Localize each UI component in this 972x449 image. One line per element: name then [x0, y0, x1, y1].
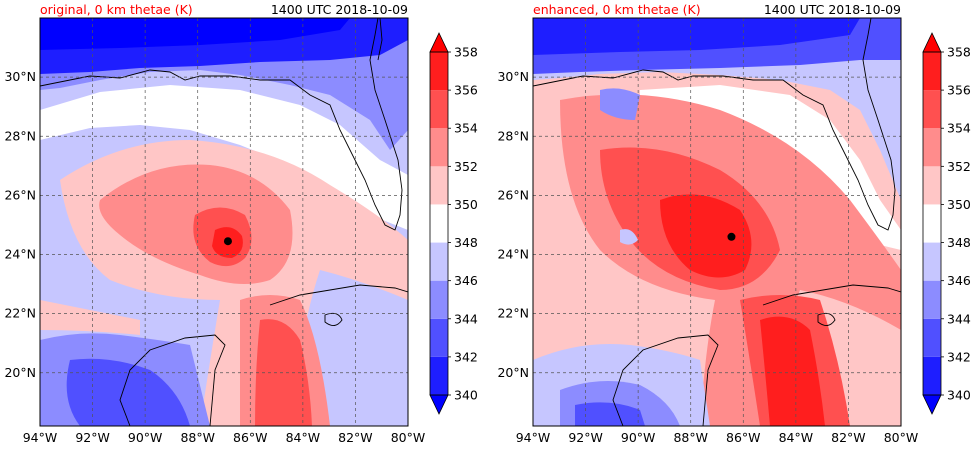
x-tick-label: 88°W	[180, 430, 215, 445]
colorbar-segment	[923, 52, 941, 91]
y-tick-label: 30°N	[4, 69, 36, 84]
x-tick-label: 84°W	[286, 430, 321, 445]
coastline	[533, 18, 901, 426]
gridlines	[533, 18, 901, 426]
x-tick-label: 80°W	[884, 430, 919, 445]
map-frame	[532, 17, 902, 427]
colorbar-label: 346	[947, 273, 971, 288]
colorbar-label: 340	[947, 388, 971, 403]
y-tick-label: 20°N	[497, 365, 529, 380]
y-tick-label: 26°N	[4, 187, 36, 202]
y-tick-label: 24°N	[497, 247, 529, 262]
colorbar-label: 348	[947, 235, 971, 250]
x-tick-label: 80°W	[391, 430, 426, 445]
x-tick-labels: 94°W 92°W 90°W 88°W 86°W 84°W 82°W 80°W	[516, 430, 919, 445]
y-tick-labels: 20°N 22°N 24°N 26°N 28°N 30°N	[4, 69, 36, 380]
colorbar-segment	[430, 356, 448, 395]
colorbar-label: 350	[454, 197, 478, 212]
colorbar-label: 350	[947, 197, 971, 212]
colorbar-segment	[923, 356, 941, 395]
colorbar-extend-max	[429, 32, 449, 53]
colorbar-label: 356	[454, 83, 478, 98]
y-tick-label: 26°N	[497, 187, 529, 202]
map-frame	[39, 17, 409, 427]
y-tick-label: 24°N	[4, 247, 36, 262]
panel-title-left: enhanced, 0 km thetae (K)	[533, 2, 701, 17]
x-tick-label: 82°W	[338, 430, 373, 445]
panel-enhanced: enhanced, 0 km thetae (K) 1400 UTC 2018-…	[497, 2, 970, 445]
x-tick-label: 90°W	[128, 430, 163, 445]
colorbar-segment	[430, 280, 448, 319]
colorbar-label: 342	[454, 349, 478, 364]
colorbar-label: 358	[947, 45, 971, 60]
y-tick-labels: 20°N 22°N 24°N 26°N 28°N 30°N	[497, 69, 529, 380]
y-tick-label: 28°N	[497, 128, 529, 143]
colorbar-extend-max	[922, 32, 942, 53]
colorbar-segment	[923, 242, 941, 281]
x-tick-label: 84°W	[779, 430, 814, 445]
x-tick-label: 94°W	[516, 430, 551, 445]
colorbar-extend-min	[922, 394, 942, 415]
colorbar-label: 348	[454, 235, 478, 250]
colorbar-segment	[430, 204, 448, 243]
colorbar-label: 356	[947, 83, 971, 98]
colorbar-label: 340	[454, 388, 478, 403]
colorbar-segment	[430, 318, 448, 357]
gridlines	[40, 18, 408, 426]
colorbar-segment	[923, 166, 941, 205]
x-tick-label: 88°W	[673, 430, 708, 445]
x-tick-label: 86°W	[726, 430, 761, 445]
x-tick-label: 92°W	[75, 430, 110, 445]
panel-title-right: 1400 UTC 2018-10-09	[271, 2, 408, 17]
panel-title-right: 1400 UTC 2018-10-09	[764, 2, 901, 17]
thetae-field	[40, 18, 408, 426]
panel-title-left: original, 0 km thetae (K)	[40, 2, 193, 17]
colorbar-label: 342	[947, 349, 971, 364]
colorbar-segment	[430, 166, 448, 205]
y-tick-label: 22°N	[4, 306, 36, 321]
colorbar-segment	[430, 52, 448, 91]
x-tick-label: 90°W	[621, 430, 656, 445]
colorbar: 340 342 344 346 348 350 352 354 356 358	[429, 32, 478, 415]
x-tick-label: 94°W	[23, 430, 58, 445]
colorbar-segment	[923, 318, 941, 357]
colorbar-label: 354	[454, 121, 478, 136]
colorbar-label: 346	[454, 273, 478, 288]
colorbar-label: 354	[947, 121, 971, 136]
colorbar-segment	[430, 90, 448, 129]
x-tick-label: 86°W	[233, 430, 268, 445]
colorbar-segment	[430, 242, 448, 281]
colorbar: 340 342 344 346 348 350 352 354 356 358	[922, 32, 971, 415]
y-tick-label: 22°N	[497, 306, 529, 321]
colorbar-extend-min	[429, 394, 449, 415]
x-tick-labels: 94°W 92°W 90°W 88°W 86°W 84°W 82°W 80°W	[23, 430, 426, 445]
x-tick-label: 82°W	[831, 430, 866, 445]
colorbar-segment	[923, 128, 941, 167]
colorbar-segment	[430, 128, 448, 167]
panel-original: original, 0 km thetae (K) 1400 UTC 2018-…	[4, 2, 477, 445]
y-tick-label: 20°N	[4, 365, 36, 380]
y-tick-label: 30°N	[497, 69, 529, 84]
colorbar-frame	[922, 51, 942, 396]
colorbar-label: 358	[454, 45, 478, 60]
colorbar-frame	[429, 51, 449, 396]
colorbar-label: 352	[947, 159, 971, 174]
colorbar-segment	[923, 280, 941, 319]
colorbar-label: 344	[947, 311, 971, 326]
colorbar-label: 344	[454, 311, 478, 326]
y-tick-label: 28°N	[4, 128, 36, 143]
colorbar-segment	[923, 204, 941, 243]
colorbar-segment	[923, 90, 941, 129]
colorbar-label: 352	[454, 159, 478, 174]
storm-eye	[223, 237, 232, 246]
x-tick-label: 92°W	[568, 430, 603, 445]
thetae-field	[533, 18, 901, 426]
storm-eye	[727, 232, 736, 241]
coastline	[40, 18, 408, 426]
